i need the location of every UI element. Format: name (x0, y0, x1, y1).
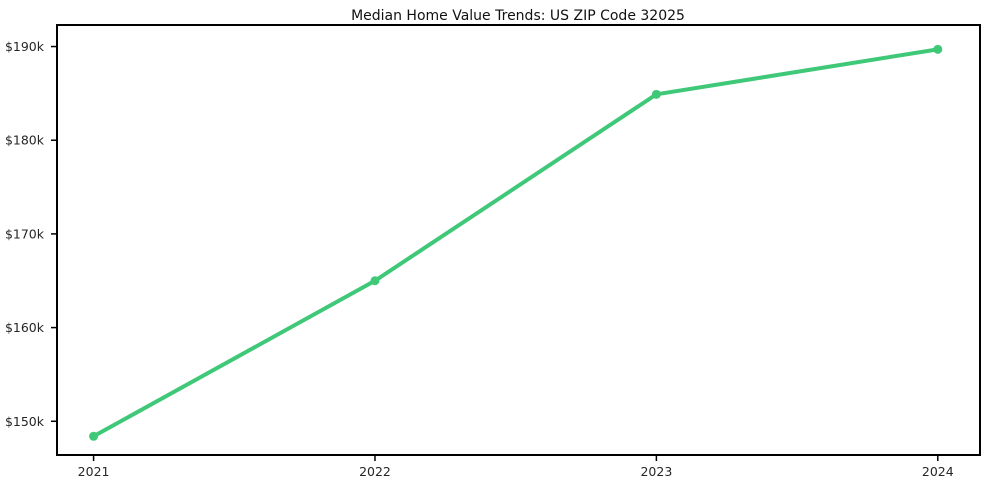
y-axis-tick-label: $180k (5, 133, 45, 148)
x-axis-tick-label: 2023 (640, 464, 672, 479)
x-axis-tick-label: 2024 (922, 464, 954, 479)
y-axis-tick-label: $190k (5, 39, 45, 54)
x-axis-tick-label: 2021 (78, 464, 110, 479)
y-axis-tick-label: $160k (5, 320, 45, 335)
x-axis-tick-label: 2022 (359, 464, 391, 479)
data-point-marker (370, 276, 380, 286)
data-point-marker (933, 44, 943, 54)
plot-border (56, 24, 981, 456)
y-axis-tick-label: $150k (5, 414, 45, 429)
data-point-marker (89, 431, 99, 441)
chart-title: Median Home Value Trends: US ZIP Code 32… (351, 8, 685, 24)
y-axis-tick-label: $170k (5, 226, 45, 241)
data-point-marker (651, 89, 661, 99)
trend-line (91, 47, 940, 439)
